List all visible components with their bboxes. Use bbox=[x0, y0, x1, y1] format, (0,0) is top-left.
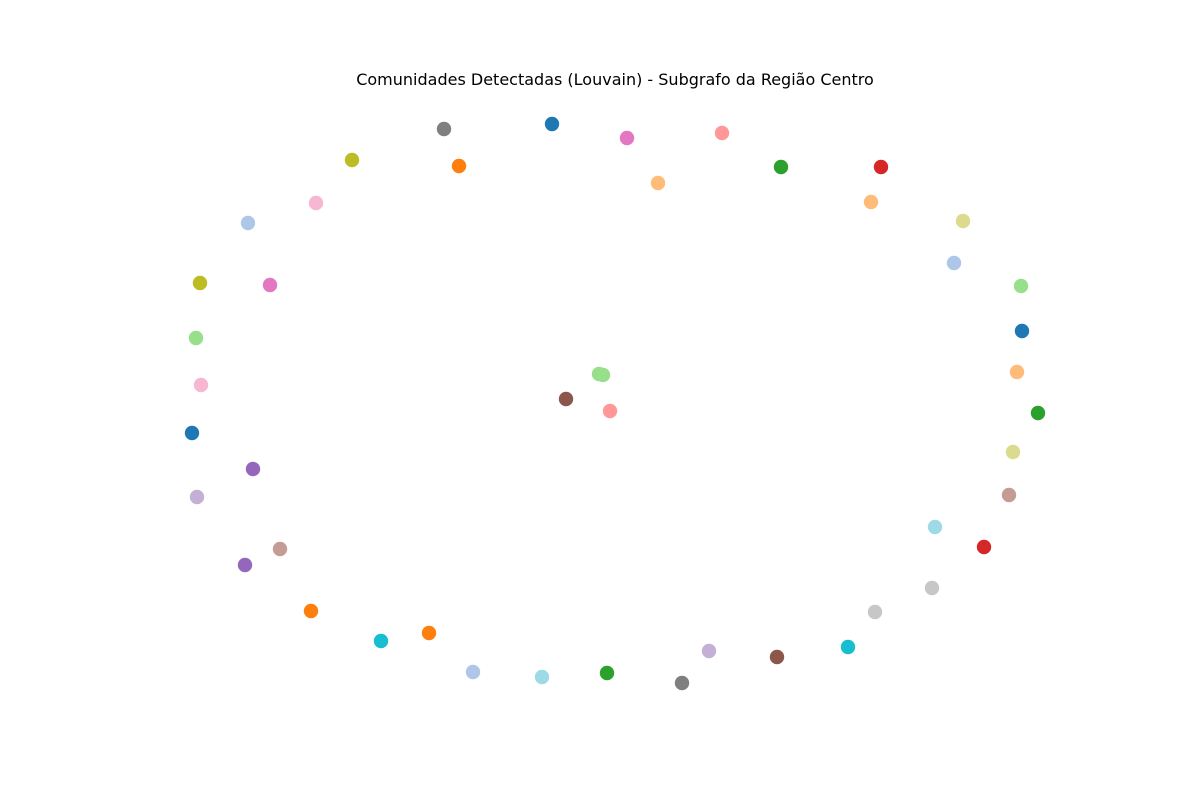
graph-node-41 bbox=[840, 639, 856, 655]
graph-node-14 bbox=[946, 255, 962, 271]
graph-node-24 bbox=[558, 391, 574, 407]
graph-node-16 bbox=[262, 277, 278, 293]
graph-node-22 bbox=[595, 367, 611, 383]
graph-node-45 bbox=[599, 665, 615, 681]
graph-node-37 bbox=[303, 603, 319, 619]
graph-node-18 bbox=[1014, 323, 1030, 339]
graph-node-35 bbox=[237, 557, 253, 573]
graph-node-46 bbox=[534, 669, 550, 685]
graph-node-29 bbox=[245, 461, 261, 477]
graph-node-31 bbox=[189, 489, 205, 505]
graph-node-40 bbox=[373, 633, 389, 649]
graph-node-30 bbox=[1001, 487, 1017, 503]
graph-node-3 bbox=[619, 130, 635, 146]
graph-node-36 bbox=[924, 580, 940, 596]
graph-node-34 bbox=[272, 541, 288, 557]
graph-node-12 bbox=[240, 215, 256, 231]
graph-node-19 bbox=[188, 330, 204, 346]
graph-node-13 bbox=[955, 213, 971, 229]
graph-node-9 bbox=[650, 175, 666, 191]
graph-node-10 bbox=[308, 195, 324, 211]
chart-title: Comunidades Detectadas (Louvain) - Subgr… bbox=[356, 70, 874, 89]
graph-node-1 bbox=[436, 121, 452, 137]
graph-node-15 bbox=[192, 275, 208, 291]
graph-node-32 bbox=[927, 519, 943, 535]
graph-node-7 bbox=[773, 159, 789, 175]
graph-node-23 bbox=[193, 377, 209, 393]
graph-node-8 bbox=[873, 159, 889, 175]
graph-node-25 bbox=[602, 403, 618, 419]
graph-node-20 bbox=[1009, 364, 1025, 380]
graph-node-26 bbox=[1030, 405, 1046, 421]
graph-node-38 bbox=[867, 604, 883, 620]
graph-node-47 bbox=[674, 675, 690, 691]
graph-node-27 bbox=[184, 425, 200, 441]
graph-node-6 bbox=[451, 158, 467, 174]
graph-node-33 bbox=[976, 539, 992, 555]
graph-node-4 bbox=[714, 125, 730, 141]
graph-node-42 bbox=[701, 643, 717, 659]
graph-node-44 bbox=[465, 664, 481, 680]
graph-node-43 bbox=[769, 649, 785, 665]
graph-node-39 bbox=[421, 625, 437, 641]
graph-node-5 bbox=[344, 152, 360, 168]
graph-node-2 bbox=[544, 116, 560, 132]
graph-node-28 bbox=[1005, 444, 1021, 460]
graph-node-17 bbox=[1013, 278, 1029, 294]
graph-node-11 bbox=[863, 194, 879, 210]
